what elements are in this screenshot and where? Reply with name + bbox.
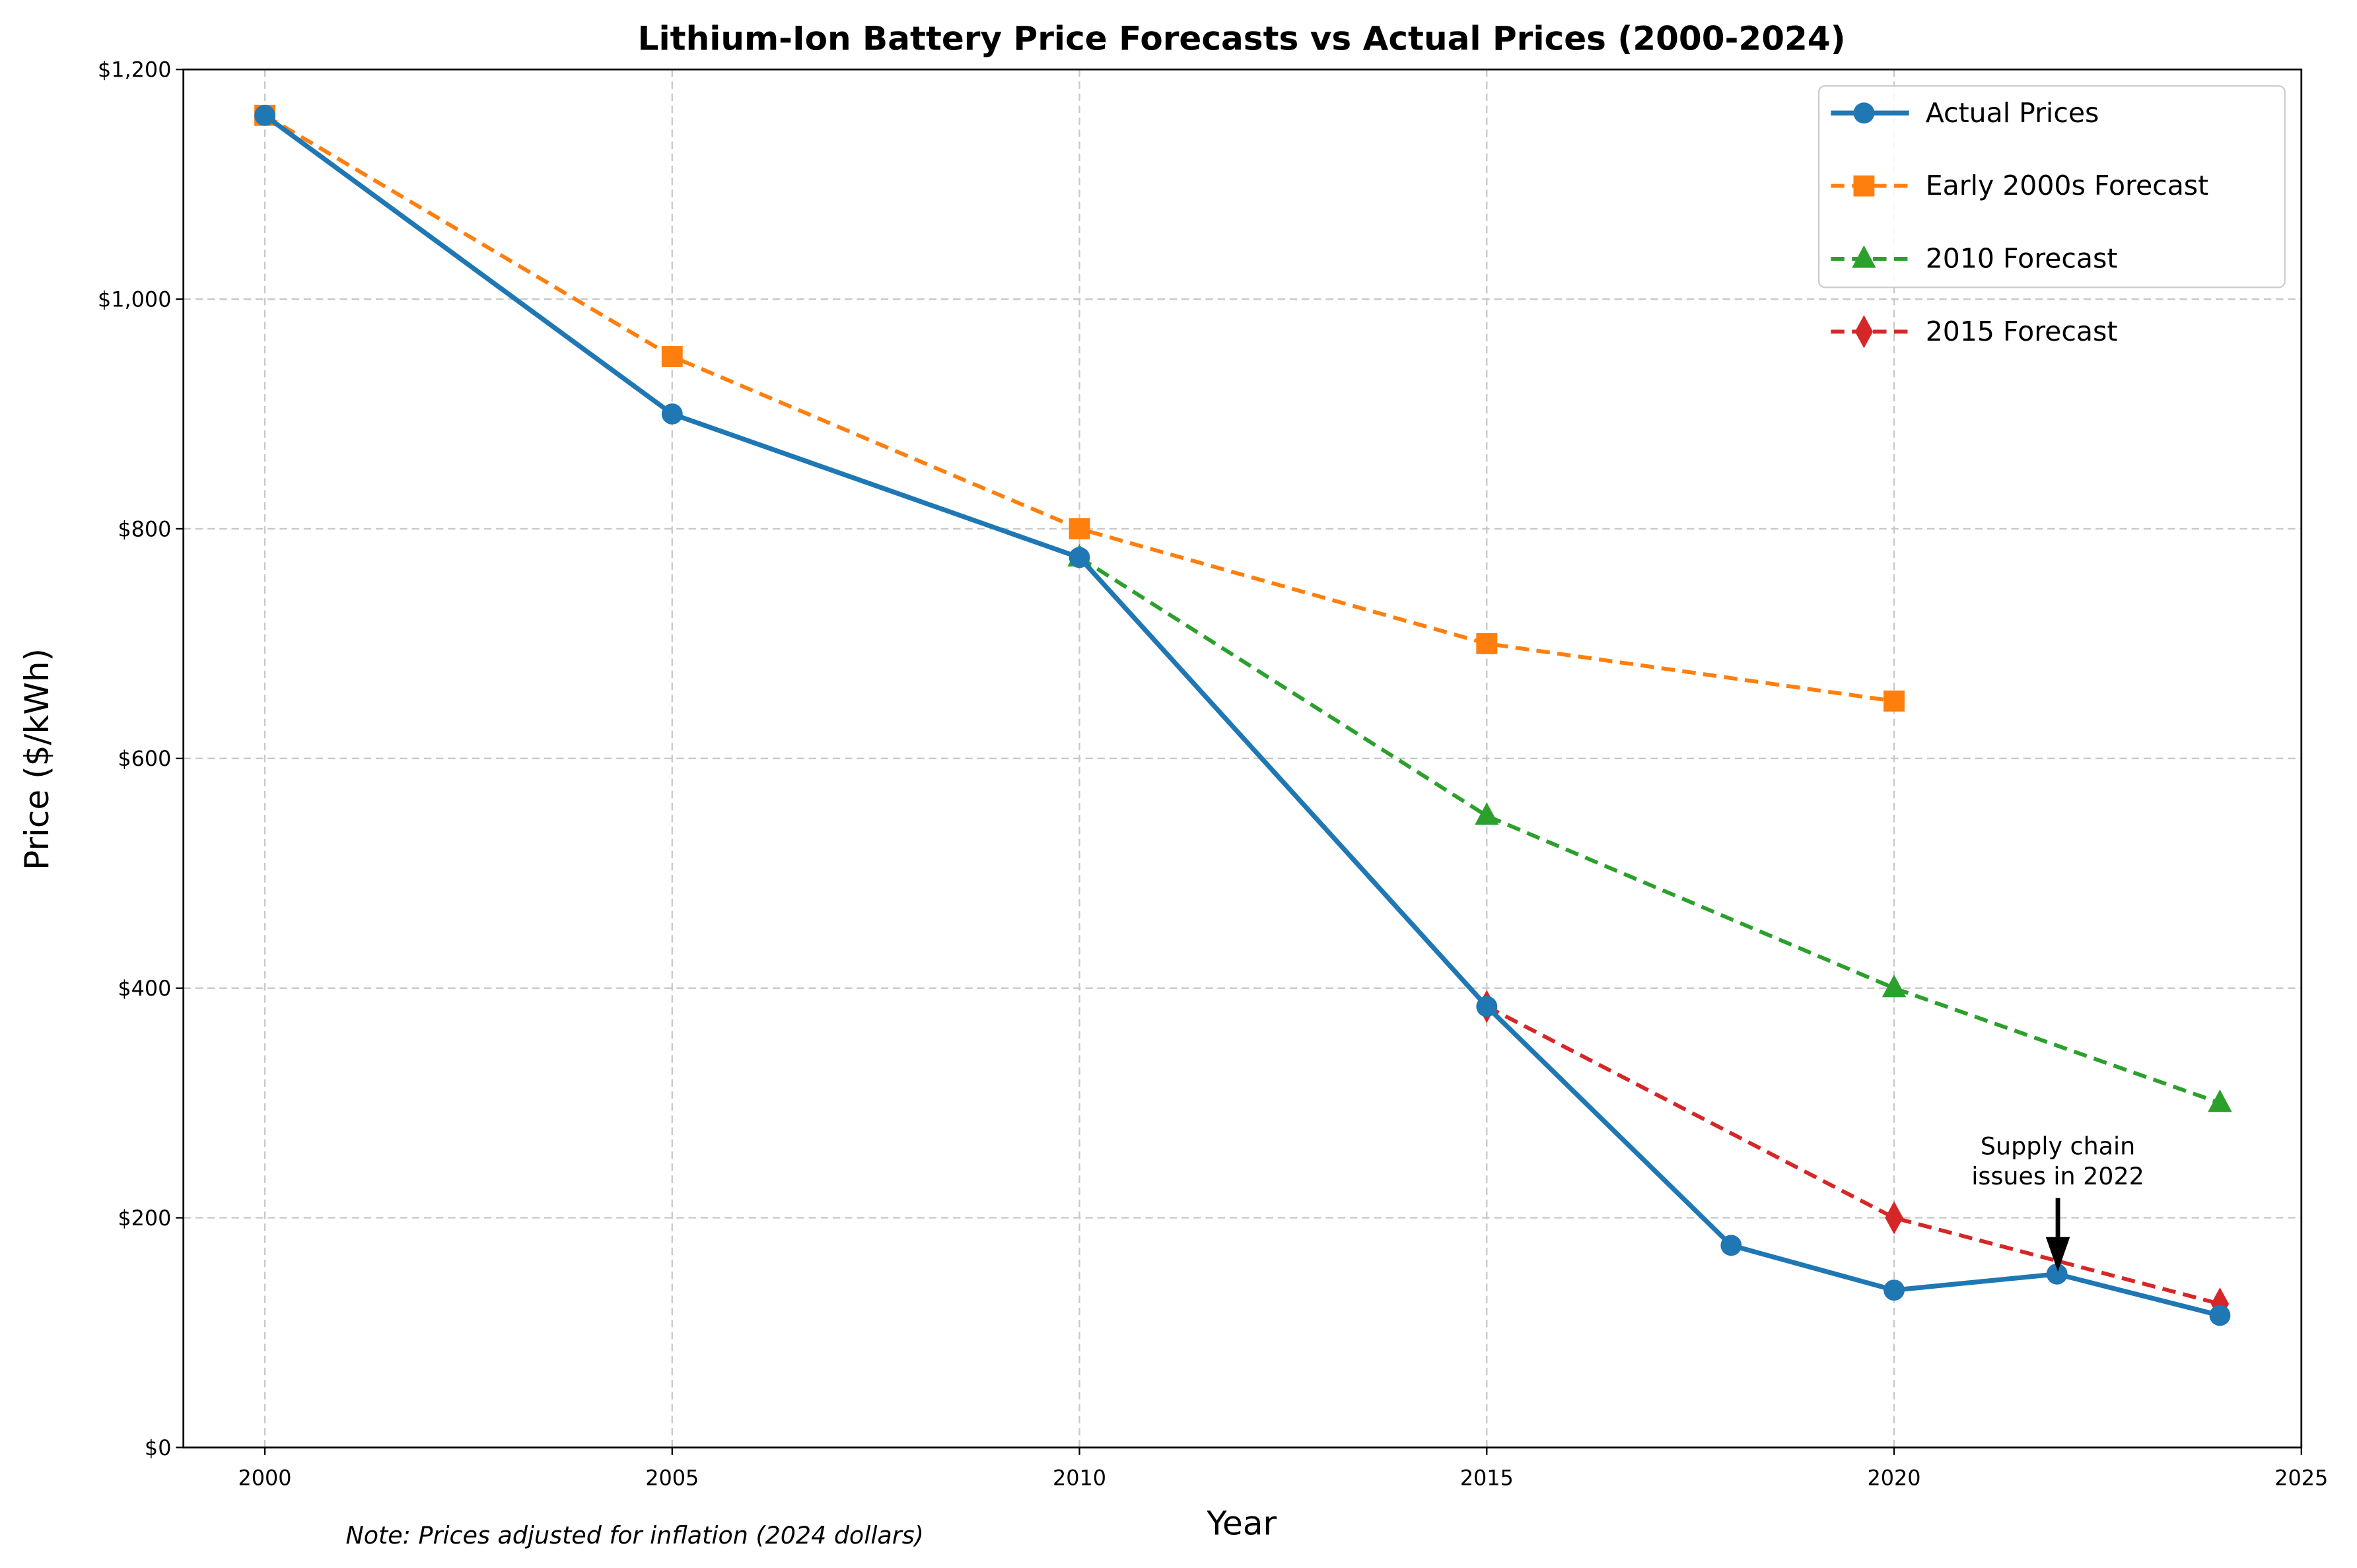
y-tick-label: $0	[145, 1435, 172, 1460]
data-point	[661, 346, 683, 367]
data-point	[2046, 1263, 2068, 1285]
series-line	[1078, 555, 2221, 1105]
y-tick-label: $800	[118, 516, 171, 541]
data-point	[1883, 1279, 1905, 1301]
series-2010-forecast	[1067, 543, 2232, 1112]
data-point	[1476, 632, 1498, 654]
annotation-line-1: Supply chain	[1981, 1132, 2135, 1161]
legend: Actual Prices Early 2000s Forecast 2010 Fo…	[1818, 85, 2286, 349]
data-point	[254, 104, 275, 126]
series-line	[1485, 1004, 2221, 1306]
ticks: 2000 2005 2010 2015 2020 2025 $0 $200 $400 $600 $8…	[98, 57, 2328, 1491]
data-point	[1883, 690, 1905, 712]
x-tick-label: 2025	[2274, 1465, 2328, 1490]
annotation-arrow-head	[2045, 1237, 2070, 1272]
legend-label: Early 2000s Forecast	[1926, 170, 2208, 201]
x-tick-label: 2005	[645, 1465, 699, 1490]
legend-box	[1818, 85, 2286, 289]
data-point	[1476, 996, 1498, 1017]
x-tick-label: 2000	[238, 1465, 291, 1490]
y-axis-label: Price ($/kWh)	[18, 648, 56, 870]
series-line	[263, 113, 2221, 1318]
legend-marker	[1853, 102, 1875, 124]
annotation-line-2: issues in 2022	[1971, 1162, 2144, 1190]
x-tick-label: 2015	[1460, 1465, 1514, 1490]
legend-label: 2010 Forecast	[1926, 243, 2118, 275]
data-point	[1720, 1235, 1742, 1256]
x-axis-label: Year	[1206, 1504, 1277, 1542]
legend-marker	[1853, 175, 1875, 197]
data-point	[1882, 974, 1907, 998]
series-actual-prices	[254, 104, 2231, 1326]
note-text: Note: Prices adjusted for inflation (202…	[346, 1521, 924, 1550]
data-point	[1069, 518, 1090, 539]
x-tick-label: 2020	[1867, 1465, 1920, 1490]
y-tick-label: $1,000	[98, 287, 171, 312]
y-tick-label: $200	[118, 1206, 171, 1231]
data-point	[1069, 547, 1090, 568]
series-group	[254, 104, 2232, 1326]
data-point	[2209, 1305, 2231, 1326]
chart-title: Lithium-Ion Battery Price Forecasts vs A…	[638, 20, 1846, 58]
legend-label: Actual Prices	[1926, 97, 2099, 129]
data-point	[1475, 802, 1499, 825]
data-point	[2208, 1089, 2232, 1112]
y-tick-label: $400	[118, 976, 171, 1001]
plot-frame	[182, 68, 2303, 1449]
data-point	[661, 403, 683, 425]
annotation: Supply chain issues in 2022	[1971, 1132, 2144, 1272]
y-tick-label: $600	[118, 746, 171, 771]
x-tick-label: 2010	[1053, 1465, 1106, 1490]
data-point	[1885, 1201, 1903, 1235]
y-tick-label: $1,200	[98, 57, 171, 83]
legend-marker	[1854, 315, 1874, 349]
legend-label: 2015 Forecast	[1926, 316, 2118, 347]
legend-marker	[1852, 245, 1876, 268]
